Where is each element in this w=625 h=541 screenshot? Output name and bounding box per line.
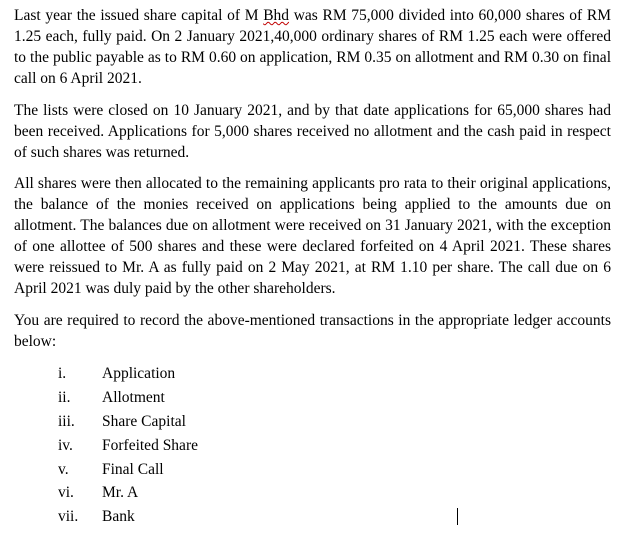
ledger-list: i. Application ii. Allotment iii. Share … <box>14 364 611 528</box>
list-num: vi. <box>58 483 102 504</box>
list-num: i. <box>58 364 102 385</box>
paragraph-1-pre: Last year the issued share capital of M <box>14 7 263 24</box>
list-item: vii. Bank <box>58 507 611 528</box>
list-label: Share Capital <box>102 412 611 433</box>
list-item: i. Application <box>58 364 611 385</box>
list-item: ii. Allotment <box>58 388 611 409</box>
paragraph-4: You are required to record the above-men… <box>14 311 611 353</box>
list-label: Mr. A <box>102 483 611 504</box>
list-item: vi. Mr. A <box>58 483 611 504</box>
list-num: vii. <box>58 507 102 528</box>
list-label: Forfeited Share <box>102 436 611 457</box>
document-page: Last year the issued share capital of M … <box>0 0 625 541</box>
text-cursor-icon <box>457 508 458 525</box>
list-item: iv. Forfeited Share <box>58 436 611 457</box>
list-label-text: Bank <box>102 508 135 525</box>
list-label: Final Call <box>102 460 611 481</box>
paragraph-3: All shares were then allocated to the re… <box>14 174 611 300</box>
paragraph-1-bhd: Bhd <box>263 7 289 24</box>
paragraph-1: Last year the issued share capital of M … <box>14 6 611 90</box>
list-label: Application <box>102 364 611 385</box>
list-num: v. <box>58 460 102 481</box>
list-label: Allotment <box>102 388 611 409</box>
list-item: iii. Share Capital <box>58 412 611 433</box>
list-item: v. Final Call <box>58 460 611 481</box>
list-label: Bank <box>102 507 611 528</box>
list-num: ii. <box>58 388 102 409</box>
list-num: iv. <box>58 436 102 457</box>
list-num: iii. <box>58 412 102 433</box>
paragraph-2: The lists were closed on 10 January 2021… <box>14 101 611 164</box>
